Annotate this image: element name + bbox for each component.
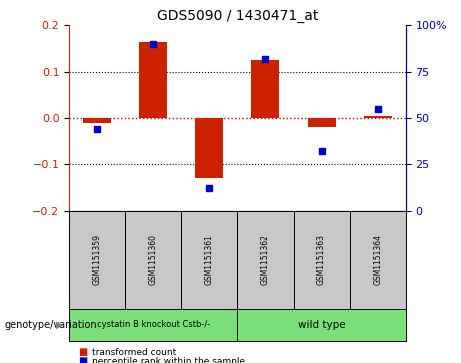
Text: GSM1151364: GSM1151364 — [373, 234, 382, 285]
Bar — [307, 118, 336, 127]
Bar — [195, 118, 224, 178]
Text: GSM1151362: GSM1151362 — [261, 234, 270, 285]
Text: GSM1151363: GSM1151363 — [317, 234, 326, 285]
Text: GSM1151359: GSM1151359 — [93, 234, 102, 285]
Text: ■: ■ — [78, 347, 88, 357]
Text: ▶: ▶ — [56, 320, 64, 330]
Bar — [364, 116, 392, 118]
Text: genotype/variation: genotype/variation — [5, 320, 97, 330]
Bar — [139, 42, 167, 118]
Text: percentile rank within the sample: percentile rank within the sample — [92, 357, 245, 363]
Bar — [251, 60, 279, 118]
Text: GSM1151360: GSM1151360 — [149, 234, 158, 285]
Text: cystatin B knockout Cstb-/-: cystatin B knockout Cstb-/- — [97, 321, 210, 329]
Text: wild type: wild type — [298, 320, 345, 330]
Text: transformed count: transformed count — [92, 348, 177, 356]
Title: GDS5090 / 1430471_at: GDS5090 / 1430471_at — [157, 9, 318, 23]
Text: GSM1151361: GSM1151361 — [205, 234, 214, 285]
Text: ■: ■ — [78, 356, 88, 363]
Bar — [83, 118, 111, 123]
